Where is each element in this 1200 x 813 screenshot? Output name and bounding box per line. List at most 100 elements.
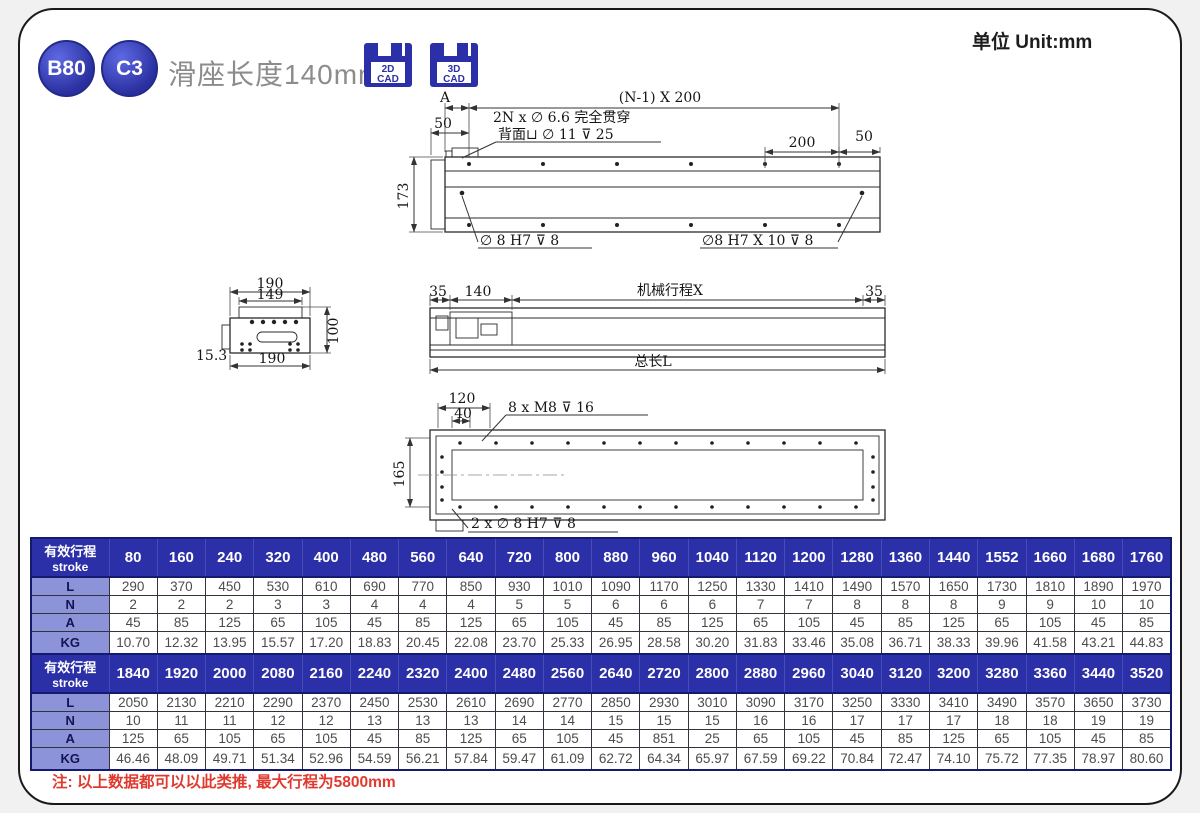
value-cell: 45	[832, 613, 882, 632]
value-cell: 10	[108, 711, 158, 730]
stroke-header-cell: 320	[253, 537, 303, 578]
value-cell: 65.97	[687, 747, 737, 771]
row-label-A: A	[30, 613, 110, 632]
row-label-KG: KG	[30, 631, 110, 655]
value-cell: 5	[542, 595, 593, 614]
hole-note-line2: 背面⊔ ∅ 11 ⊽ 25	[498, 127, 614, 143]
value-cell: 450	[205, 576, 255, 596]
stroke-header-cell: 2880	[735, 653, 786, 694]
value-cell: 65	[494, 613, 544, 632]
value-cell: 2930	[639, 692, 689, 712]
stroke-header-cell: 2960	[784, 653, 834, 694]
row-label-L: L	[30, 576, 110, 596]
value-cell: 25	[687, 729, 737, 748]
value-cell: 36.71	[880, 631, 931, 655]
value-cell: 77.35	[1025, 747, 1075, 771]
stroke-header-cell: 2240	[349, 653, 400, 694]
value-cell: 65	[735, 613, 786, 632]
stroke-x-label: 机械行程X	[637, 283, 703, 299]
stroke-header-cell: 800	[542, 537, 593, 578]
value-cell: 72.47	[880, 747, 931, 771]
stroke-table-2: 有效行程 stroke 1840 1920 2000 2080 2160 2240 2320 24…	[30, 653, 1172, 771]
side-view-drawing: 35 140 机械行程X 35 总长L	[429, 283, 886, 374]
row-label-KG: KG	[30, 747, 110, 771]
value-cell: 6	[639, 595, 689, 614]
stroke-header-cell: 2000	[205, 653, 255, 694]
value-cell: 9	[1025, 595, 1075, 614]
cad-2d-button[interactable]: 2D CAD	[362, 40, 414, 95]
value-cell: 690	[349, 576, 400, 596]
value-cell: 3	[301, 595, 351, 614]
stroke-header-cell: 1440	[929, 537, 979, 578]
value-cell: 105	[784, 729, 834, 748]
value-cell: 85	[880, 729, 931, 748]
value-cell: 1170	[639, 576, 689, 596]
value-cell: 13	[349, 711, 400, 730]
model-badge: B80	[38, 40, 95, 97]
value-cell: 6	[591, 595, 641, 614]
stroke-header-cell: 960	[639, 537, 689, 578]
cad-2d-label-bottom: CAD	[377, 74, 399, 85]
value-cell: 3010	[687, 692, 737, 712]
stroke-header-cell: 1920	[156, 653, 207, 694]
top-view-drawing: A (N-1) X 200 50 2N x ∅ 6.6 完全贯穿 背面⊔ ∅ 1…	[396, 90, 881, 249]
stroke-header-cell: 3120	[880, 653, 931, 694]
row-label-N: N	[30, 595, 110, 614]
value-cell: 11	[205, 711, 255, 730]
value-cell: 85	[880, 613, 931, 632]
dim-35-right-label: 35	[865, 284, 883, 300]
stroke-table-1: 有效行程 stroke 80 160 240 320 400 480 560 640 720 800 8…	[30, 537, 1172, 655]
value-cell: 3	[253, 595, 303, 614]
value-cell: 85	[156, 613, 207, 632]
value-cell: 13	[446, 711, 496, 730]
floppy-disk-icon: 3D CAD	[430, 43, 478, 87]
value-cell: 26.95	[591, 631, 641, 655]
dim-190-top-label: 190	[257, 276, 284, 292]
value-cell: 2	[108, 595, 158, 614]
value-cell: 5	[494, 595, 544, 614]
value-cell: 35.08	[832, 631, 882, 655]
hole-note-line1: 2N x ∅ 6.6 完全贯穿	[493, 109, 630, 126]
page-title: 滑座长度140mm	[168, 59, 383, 90]
stroke-header-cell: 560	[398, 537, 448, 578]
value-cell: 105	[784, 613, 834, 632]
dim-149-label: 149	[257, 287, 284, 303]
dim-200-label: 200	[789, 135, 816, 151]
value-cell: 105	[1025, 613, 1075, 632]
value-cell: 105	[542, 729, 593, 748]
technical-drawings: A (N-1) X 200 50 2N x ∅ 6.6 完全贯穿 背面⊔ ∅ 1…	[196, 90, 886, 533]
value-cell: 6	[687, 595, 737, 614]
value-cell: 20.45	[398, 631, 448, 655]
value-cell: 43.21	[1073, 631, 1124, 655]
dim-120-label: 120	[449, 391, 476, 407]
value-cell: 65	[494, 729, 544, 748]
value-cell: 1890	[1073, 576, 1124, 596]
value-cell: 74.10	[929, 747, 979, 771]
cad-3d-button[interactable]: 3D CAD	[428, 40, 480, 95]
value-cell: 17	[880, 711, 931, 730]
value-cell: 3170	[784, 692, 834, 712]
value-cell: 45	[349, 729, 400, 748]
value-cell: 13.95	[205, 631, 255, 655]
value-cell: 3490	[977, 692, 1027, 712]
value-cell: 2450	[349, 692, 400, 712]
value-cell: 1730	[977, 576, 1027, 596]
value-cell: 3330	[880, 692, 931, 712]
value-cell: 1490	[832, 576, 882, 596]
value-cell: 56.21	[398, 747, 448, 771]
thread-holes	[440, 441, 875, 509]
value-cell: 1250	[687, 576, 737, 596]
value-cell: 610	[301, 576, 351, 596]
stroke-header-cell: 2560	[542, 653, 593, 694]
value-cell: 16	[735, 711, 786, 730]
stroke-header-cell: 1552	[977, 537, 1027, 578]
value-cell: 125	[929, 613, 979, 632]
stroke-header-cell: 3040	[832, 653, 882, 694]
stroke-header-cell: 160	[156, 537, 207, 578]
stroke-header-cell: 3280	[977, 653, 1027, 694]
value-cell: 46.46	[108, 747, 158, 771]
stroke-header-cell: 1120	[735, 537, 786, 578]
dim-140-label: 140	[465, 284, 492, 300]
value-cell: 39.96	[977, 631, 1027, 655]
value-cell: 57.84	[446, 747, 496, 771]
